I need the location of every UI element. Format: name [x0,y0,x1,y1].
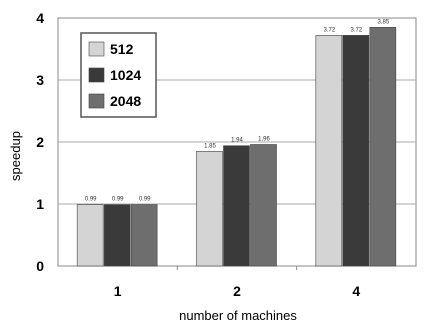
legend-label-512: 512 [110,41,134,57]
y-tick-label-2: 2 [36,134,44,150]
data-label-2048-4: 3.85 [377,19,389,25]
data-label-512-1: 0.99 [85,197,97,203]
legend-swatch-512 [88,41,105,57]
legend: 512 1024 2048 [80,32,157,118]
bar-2048-4 [369,26,397,267]
bar-1024-1 [103,204,131,267]
y-tick-label-1: 1 [36,196,44,212]
y-tick-label-4: 4 [36,10,44,26]
bar-512-4 [315,35,343,267]
bars: 0.99 0.99 0.99 1.85 1.94 1.96 3.72 3.72 3.85 [76,19,397,267]
bar-1024-4 [342,35,370,267]
x-tick-label-2: 2 [233,283,241,299]
data-label-512-2: 1.85 [204,143,216,149]
data-label-1024-2: 1.94 [231,138,243,144]
bar-2048-1 [130,204,158,267]
bar-512-2 [196,151,223,267]
data-label-2048-2: 1.96 [258,136,270,142]
bar-2048-2 [250,144,277,267]
y-tick-label-3: 3 [36,72,44,88]
data-label-512-4: 3.72 [323,27,335,33]
bar-512-1 [76,204,104,267]
x-tick-label-4: 4 [352,283,360,299]
x-axis-title: number of machines [179,308,297,323]
data-label-1024-4: 3.72 [350,27,362,33]
bar-1024-2 [223,145,250,267]
legend-label-1024: 1024 [110,67,141,83]
x-tick-label-1: 1 [114,283,122,299]
legend-swatch-2048 [88,93,105,109]
legend-label-2048: 2048 [110,93,141,109]
y-axis-title: speedup [8,131,23,181]
data-label-1024-1: 0.99 [112,197,124,203]
y-axis-ticks: 0 1 2 3 4 [36,10,44,274]
y-tick-label-0: 0 [36,258,44,274]
x-axis-ticks: 1 2 4 [114,266,360,299]
data-label-2048-1: 0.99 [139,197,151,203]
legend-swatch-1024 [88,67,105,83]
